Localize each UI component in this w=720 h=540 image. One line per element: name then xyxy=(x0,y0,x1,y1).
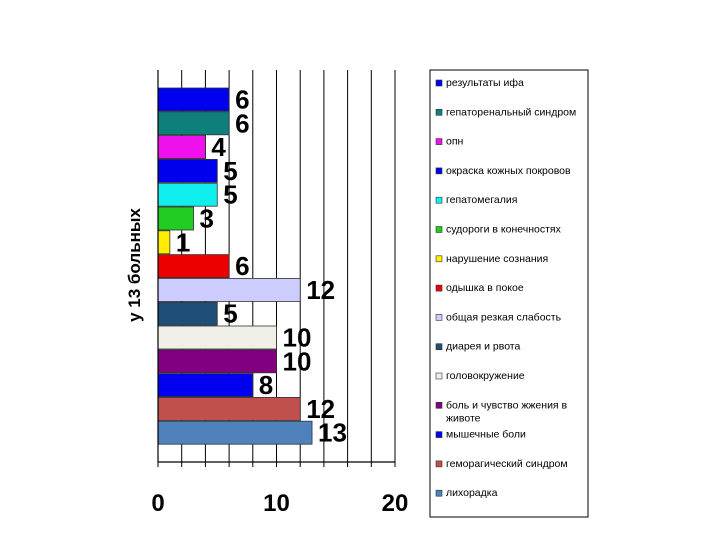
data-label: 5 xyxy=(223,156,237,186)
legend-label: гепатомегалия xyxy=(446,194,517,206)
x-tick-labels: 0 10 20 xyxy=(151,490,408,517)
legend-swatch xyxy=(435,109,443,116)
legend-label: окраска кожных покровов xyxy=(446,165,571,177)
x-tick-label: 20 xyxy=(382,490,409,517)
legend-entry: гепатомегалия xyxy=(435,194,517,206)
x-tick-label: 0 xyxy=(151,490,164,517)
bar xyxy=(157,87,230,112)
legend-label: геморагический синдром xyxy=(446,458,568,470)
data-label: 6 xyxy=(235,85,249,115)
data-label: 13 xyxy=(318,418,347,448)
data-label: 5 xyxy=(223,180,237,210)
legend-swatch xyxy=(435,314,443,321)
legend-entry: результаты ифа xyxy=(435,77,524,89)
legend-entry: головокружение xyxy=(435,370,525,382)
legend-swatch xyxy=(435,167,443,175)
legend-swatch xyxy=(435,255,443,263)
legend-swatch xyxy=(435,79,443,87)
bar xyxy=(157,254,230,279)
data-label: 6 xyxy=(235,108,249,138)
data-label: 3 xyxy=(200,204,214,234)
data-label: 8 xyxy=(259,370,273,400)
legend-entry: диарея и рвота xyxy=(435,341,520,353)
legend-label: нарушение сознания xyxy=(446,253,548,265)
bars xyxy=(157,87,313,445)
bar xyxy=(157,135,206,160)
legend-swatch xyxy=(435,226,443,233)
axes xyxy=(157,70,396,467)
legend-label: общая резкая слабость xyxy=(446,311,562,323)
data-label: 10 xyxy=(283,346,312,376)
legend-entry: окраска кожных покровов xyxy=(435,165,571,177)
data-label: 12 xyxy=(306,394,335,424)
bar xyxy=(157,325,277,350)
data-label: 4 xyxy=(211,132,226,162)
legend-label: лихорадка xyxy=(446,487,498,499)
bar xyxy=(157,420,313,445)
legend-swatch xyxy=(435,196,443,204)
legend-label: мышечные боли xyxy=(446,429,526,441)
data-label: 12 xyxy=(306,275,335,305)
legend-entry: мышечные боли xyxy=(435,429,526,441)
legend-label: гепаторенальный синдром xyxy=(446,106,576,118)
legend-entry: опн xyxy=(435,136,464,148)
y-axis-label: у 13 больных xyxy=(125,208,144,322)
legend-label: опн xyxy=(446,136,464,148)
legend-label: судороги в конечностях xyxy=(446,224,562,236)
data-label: 1 xyxy=(176,227,190,257)
legend-entry: гепаторенальный синдром xyxy=(435,106,576,118)
legend-entry: судороги в конечностях xyxy=(435,224,562,236)
legend-entry: общая резкая слабость xyxy=(435,311,562,323)
legend-entry: лихорадка xyxy=(435,487,498,499)
legend-label: боль и чувство жжения в животе xyxy=(446,399,568,424)
legend-entry: геморагический синдром xyxy=(435,458,568,470)
bar xyxy=(157,301,218,326)
legend-swatch xyxy=(435,431,443,438)
bar xyxy=(157,373,254,398)
x-tick-label: 10 xyxy=(263,490,290,517)
data-label: 6 xyxy=(235,251,249,281)
data-label: 5 xyxy=(223,299,237,329)
legend-swatch xyxy=(435,284,443,292)
legend-label: головокружение xyxy=(446,370,525,382)
legend-entry: одышка в покое xyxy=(435,282,524,294)
legend-entry: боль и чувство жжения в животе xyxy=(435,399,568,424)
legend-entry: нарушение сознания xyxy=(435,253,548,265)
legend: результаты ифа гепаторенальный синдром опн… xyxy=(429,69,589,518)
legend-swatch xyxy=(435,138,443,145)
bar xyxy=(157,396,301,421)
legend-swatch xyxy=(435,343,443,351)
bar xyxy=(157,158,218,183)
legend-swatch xyxy=(435,489,443,497)
legend-swatch xyxy=(435,460,443,468)
data-label: 10 xyxy=(283,323,312,353)
legend-swatch xyxy=(435,401,443,409)
legend-swatch xyxy=(435,372,443,380)
legend-box xyxy=(429,69,589,518)
legend-label: результаты ифа xyxy=(446,77,524,89)
bar xyxy=(157,230,171,255)
legend-label: одышка в покое xyxy=(446,282,524,294)
legend-label: диарея и рвота xyxy=(446,341,520,353)
